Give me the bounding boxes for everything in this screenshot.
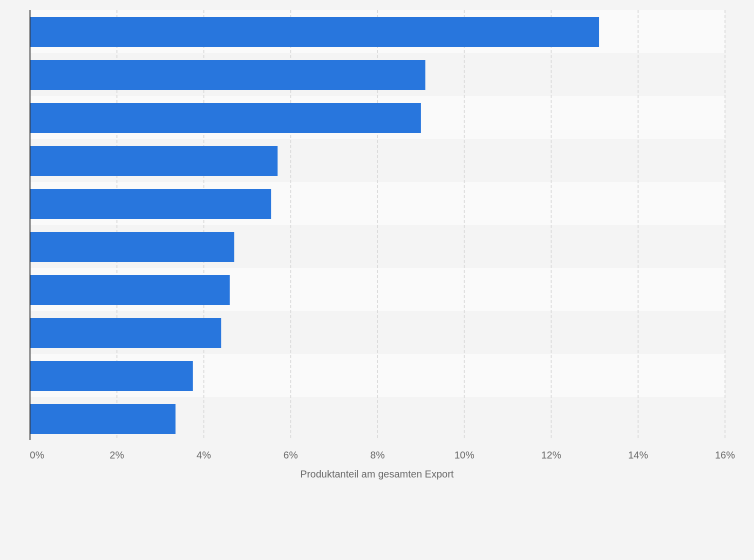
x-tick-label: 6%	[283, 451, 298, 462]
bar	[30, 318, 222, 348]
bar	[30, 146, 278, 176]
bar	[30, 232, 235, 262]
x-tick-label: 2%	[110, 451, 125, 462]
bar	[30, 17, 600, 47]
bar	[30, 189, 272, 219]
bar	[30, 404, 176, 434]
bar	[30, 103, 421, 133]
x-tick-label: 10%	[454, 451, 474, 462]
x-tick-label: 4%	[197, 451, 212, 462]
x-tick-label: 0%	[30, 451, 45, 462]
x-axis-label: Produktanteil am gesamten Export	[300, 470, 454, 481]
x-tick-label: 16%	[715, 451, 735, 462]
x-tick-label: 14%	[628, 451, 648, 462]
bar	[30, 60, 426, 90]
x-tick-label: 8%	[370, 451, 385, 462]
bar	[30, 361, 193, 391]
x-tick-label: 12%	[541, 451, 561, 462]
bar	[30, 275, 230, 305]
